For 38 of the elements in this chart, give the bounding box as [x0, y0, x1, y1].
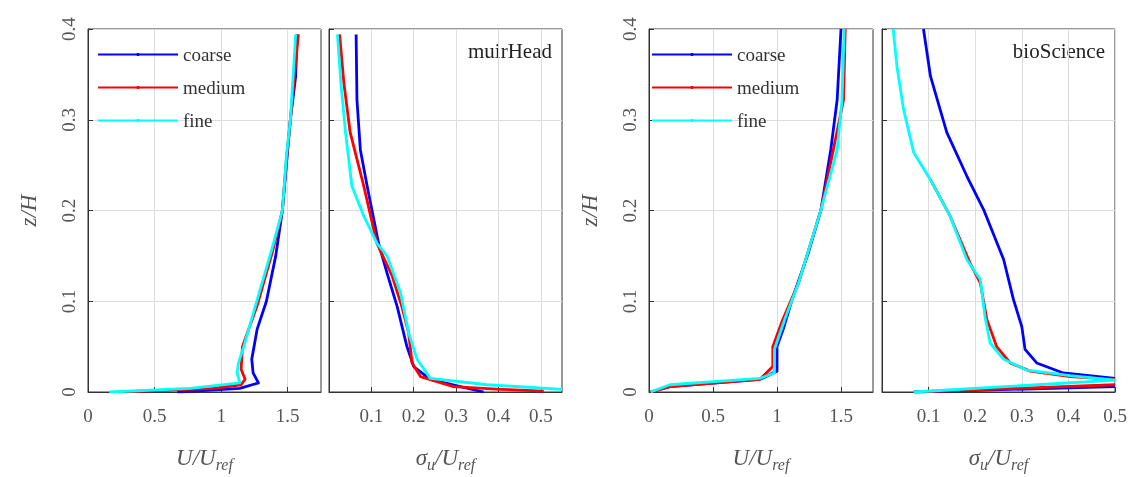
x-tick-label: 0.3	[444, 405, 468, 426]
x-tick-label: 0.5	[142, 405, 167, 426]
y-axis-title: z/H	[577, 193, 602, 228]
y-tick-label: 0.4	[619, 16, 640, 41]
y-tick-label: 0.3	[58, 107, 79, 132]
y-tick-label: 0.4	[58, 16, 79, 41]
x-tick-label: 0.4	[1056, 405, 1081, 426]
y-tick-label: 0.3	[619, 107, 640, 132]
legend-label: fine	[183, 110, 213, 131]
x-tick-label: 0.2	[963, 405, 988, 426]
legend-label: coarse	[183, 44, 232, 65]
y-tick-label: 0.1	[58, 289, 79, 314]
legend-label: medium	[737, 77, 800, 98]
annotation: bioScience	[1012, 38, 1106, 63]
x-tick-label: 1	[216, 405, 226, 426]
x-tick-label: 0.1	[916, 405, 941, 426]
x-tick-label: 1.5	[275, 405, 300, 426]
x-tick-label: 0.5	[528, 405, 553, 426]
y-tick-label: 0	[58, 387, 79, 397]
annotation: muirHead	[468, 38, 553, 63]
x-tick-label: 0	[644, 405, 654, 426]
x-tick-label: 0.4	[486, 405, 511, 426]
y-tick-label: 0.1	[619, 289, 640, 314]
x-tick-label: 1.5	[829, 405, 853, 426]
y-tick-label: 0	[619, 387, 640, 397]
x-tick-label: 0.3	[1009, 405, 1034, 426]
x-tick-label: 0.5	[701, 405, 725, 426]
legend-label: medium	[183, 77, 246, 98]
x-tick-label: 1	[772, 405, 782, 426]
x-tick-label: 0.1	[359, 405, 384, 426]
x-tick-label: 0.2	[401, 405, 426, 426]
legend-label: fine	[737, 110, 767, 131]
y-tick-label: 0.2	[619, 198, 640, 223]
x-tick-label: 0.5	[1103, 405, 1127, 426]
legend-label: coarse	[737, 44, 786, 65]
y-tick-label: 0.2	[58, 198, 79, 223]
y-axis-title: z/H	[16, 193, 41, 228]
x-tick-label: 0	[83, 405, 93, 426]
